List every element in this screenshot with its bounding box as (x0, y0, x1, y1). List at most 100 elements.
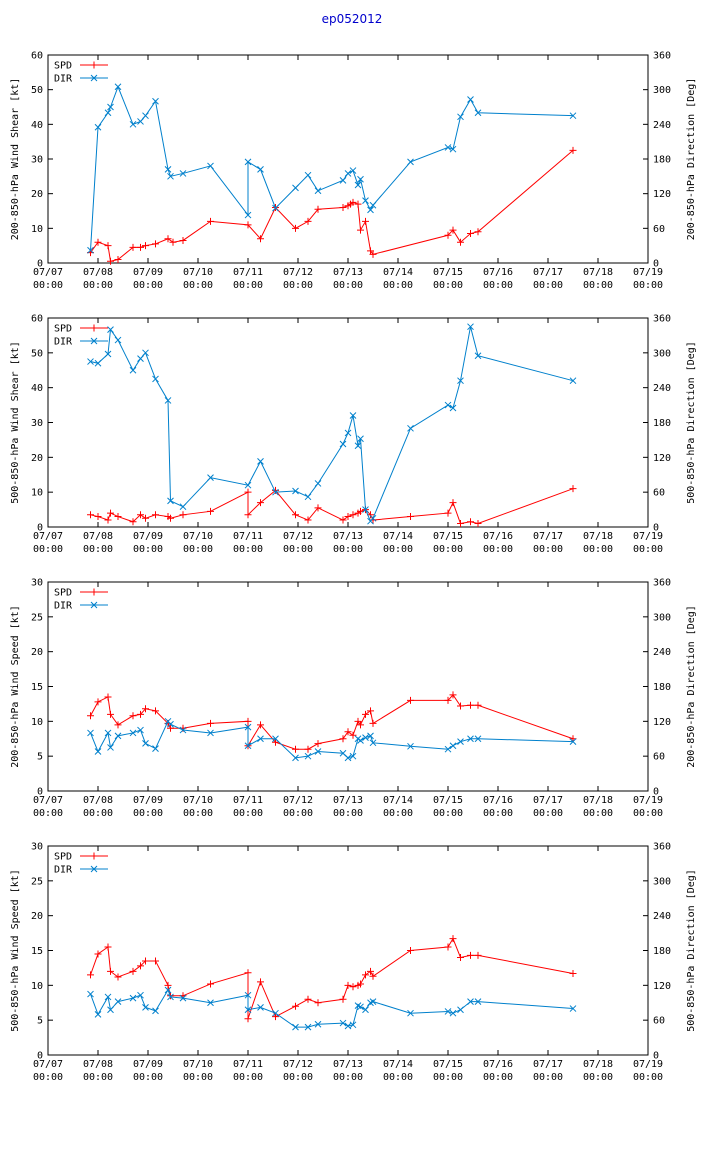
data-point-dir (107, 1006, 114, 1014)
data-point-spd (357, 507, 364, 515)
x-tick-label: 07/09 (133, 267, 163, 278)
y-tick-label: 0 (37, 259, 43, 270)
data-point-spd (257, 721, 264, 729)
y2-tick-label: 120 (653, 453, 671, 464)
y2-tick-label: 300 (653, 876, 671, 887)
x-tick-sublabel: 00:00 (383, 808, 413, 819)
x-tick-label: 07/19 (633, 531, 663, 542)
legend-marker (90, 74, 98, 82)
x-tick-label: 07/12 (283, 1059, 313, 1070)
data-point-spd (457, 953, 464, 961)
data-point-spd (137, 710, 144, 718)
data-point-dir (407, 1009, 414, 1017)
series-line-spd (90, 149, 574, 262)
x-tick-sublabel: 00:00 (433, 1072, 463, 1083)
data-point-dir (344, 170, 352, 177)
x-tick-sublabel: 00:00 (33, 280, 63, 291)
legend-marker (90, 601, 98, 609)
data-point-dir (207, 729, 214, 737)
data-point-dir (179, 726, 187, 734)
legend-marker (90, 61, 98, 69)
data-point-spd (292, 745, 299, 753)
data-point-spd (114, 721, 122, 729)
data-point-spd (449, 499, 457, 507)
y2-tick-label: 240 (653, 911, 671, 922)
data-point-dir (292, 184, 299, 192)
x-tick-sublabel: 00:00 (583, 280, 613, 291)
y2-tick-label: 360 (653, 314, 671, 325)
data-point-dir (407, 424, 414, 432)
x-tick-label: 07/09 (133, 795, 163, 806)
data-point-dir (142, 740, 149, 747)
y-tick-label: 20 (31, 911, 43, 922)
legend-label: DIR (54, 865, 73, 876)
data-point-dir (407, 742, 414, 750)
data-point-dir (444, 144, 452, 151)
data-point-dir (87, 990, 94, 998)
data-point-dir (292, 754, 299, 762)
data-point-dir (339, 1019, 347, 1027)
series-line-spd (90, 488, 574, 525)
y-tick-label: 5 (37, 1016, 43, 1027)
data-point-spd (339, 516, 347, 524)
x-tick-label: 07/17 (533, 267, 563, 278)
data-point-dir (369, 201, 377, 209)
x-tick-label: 07/10 (183, 1059, 213, 1070)
data-point-dir (354, 181, 362, 189)
y2-tick-label: 300 (653, 85, 671, 96)
y2-tick-label: 300 (653, 612, 671, 623)
legend-label: DIR (54, 337, 73, 348)
x-tick-sublabel: 00:00 (83, 544, 113, 555)
x-tick-sublabel: 00:00 (183, 1072, 213, 1083)
legend-marker (90, 337, 98, 345)
data-point-spd (449, 226, 457, 234)
data-point-spd (152, 957, 159, 965)
data-point-spd (207, 507, 214, 515)
x-tick-sublabel: 00:00 (583, 544, 613, 555)
x-tick-sublabel: 00:00 (633, 544, 663, 555)
y2-tick-label: 0 (653, 787, 659, 798)
x-tick-label: 07/11 (233, 1059, 263, 1070)
x-tick-label: 07/14 (383, 1059, 413, 1070)
y-tick-label: 25 (31, 876, 43, 887)
data-point-spd (292, 224, 299, 232)
data-point-dir (344, 429, 352, 437)
data-point-spd (339, 735, 347, 743)
data-point-spd (114, 513, 122, 521)
data-point-dir (467, 998, 474, 1005)
x-tick-label: 07/17 (533, 795, 563, 806)
data-point-spd (444, 231, 452, 239)
data-point-spd (137, 962, 144, 970)
x-tick-sublabel: 00:00 (333, 808, 363, 819)
data-point-spd (87, 712, 94, 720)
data-point-spd (339, 204, 347, 212)
data-point-spd (94, 238, 102, 246)
y-tick-label: 50 (31, 85, 43, 96)
data-point-spd (304, 217, 312, 225)
data-point-spd (142, 242, 149, 250)
data-point-dir (137, 991, 144, 999)
data-point-spd (444, 943, 452, 951)
data-point-dir (474, 735, 482, 743)
data-point-dir (87, 358, 94, 365)
x-tick-label: 07/13 (333, 267, 363, 278)
data-point-dir (369, 739, 377, 747)
data-point-dir (129, 729, 137, 737)
data-point-spd (244, 969, 252, 977)
data-point-dir (167, 172, 174, 180)
y-tick-label: 15 (31, 946, 43, 957)
y-tick-label: 30 (31, 155, 43, 166)
data-point-dir (449, 404, 457, 412)
y2-tick-label: 120 (653, 189, 671, 200)
x-tick-label: 07/13 (333, 531, 363, 542)
data-point-spd (314, 205, 322, 213)
data-point-dir (357, 1003, 364, 1011)
y-tick-label: 15 (31, 682, 43, 693)
data-point-dir (257, 735, 264, 743)
data-point-dir (207, 999, 214, 1007)
data-point-dir (569, 1005, 577, 1012)
data-point-dir (114, 732, 122, 740)
data-point-dir (339, 177, 347, 184)
data-point-dir (272, 204, 279, 212)
data-point-spd (349, 198, 357, 206)
